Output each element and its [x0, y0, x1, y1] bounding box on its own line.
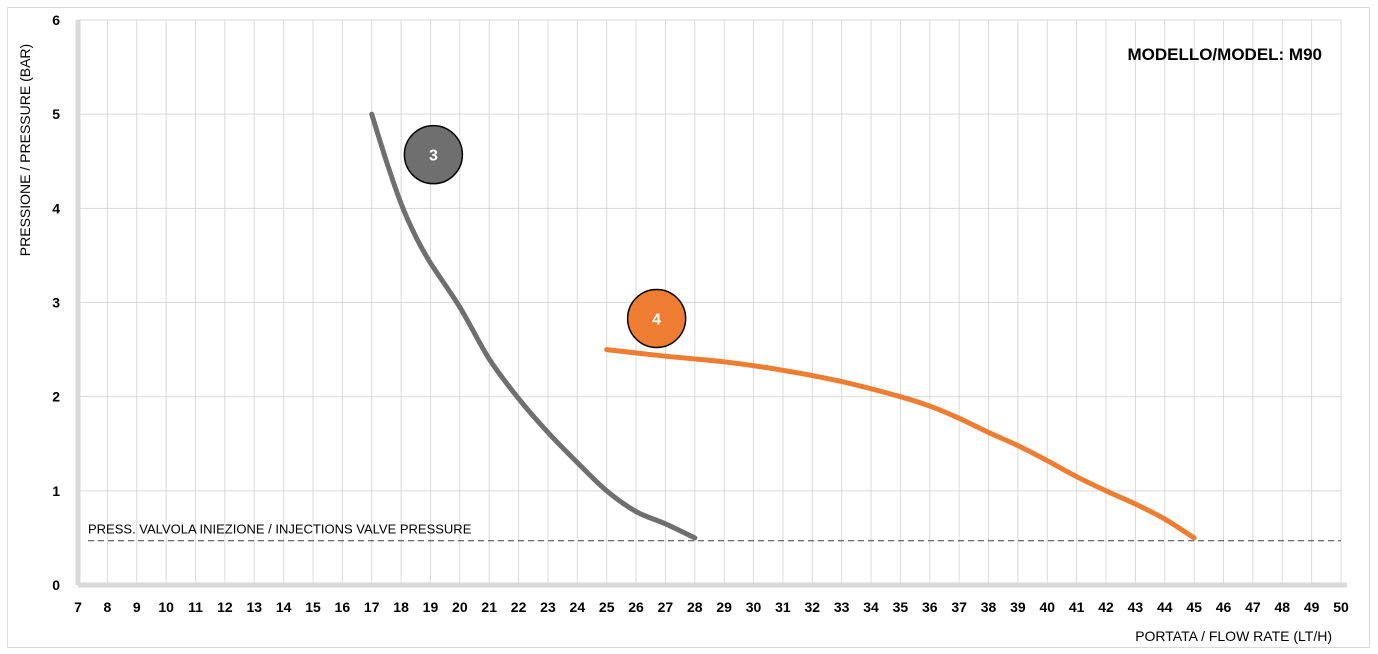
x-tick-37: 37 — [951, 599, 967, 615]
chart-border — [7, 7, 1370, 648]
x-tick-13: 13 — [246, 599, 262, 615]
x-tick-49: 49 — [1304, 599, 1320, 615]
y-tick-5: 5 — [52, 106, 60, 122]
y-tick-6: 6 — [52, 12, 60, 28]
x-tick-44: 44 — [1157, 599, 1173, 615]
x-tick-39: 39 — [1010, 599, 1026, 615]
x-tick-36: 36 — [922, 599, 938, 615]
x-tick-11: 11 — [188, 599, 203, 615]
x-tick-14: 14 — [276, 599, 292, 615]
x-tick-42: 42 — [1098, 599, 1114, 615]
x-tick-23: 23 — [540, 599, 556, 615]
series-badge-label-3: 3 — [429, 148, 438, 165]
x-tick-25: 25 — [599, 599, 615, 615]
x-axis-title: PORTATA / FLOW RATE (LT/H) — [1135, 628, 1332, 644]
x-tick-16: 16 — [335, 599, 351, 615]
x-tick-29: 29 — [716, 599, 732, 615]
x-tick-27: 27 — [658, 599, 674, 615]
series-badges: 34 — [403, 124, 687, 349]
x-tick-9: 9 — [133, 599, 141, 615]
x-tick-26: 26 — [628, 599, 644, 615]
x-tick-10: 10 — [158, 599, 174, 615]
x-tick-33: 33 — [834, 599, 850, 615]
x-tick-30: 30 — [746, 599, 762, 615]
x-tick-19: 19 — [423, 599, 439, 615]
x-tick-31: 31 — [775, 599, 791, 615]
x-tick-45: 45 — [1186, 599, 1202, 615]
x-tick-21: 21 — [481, 599, 497, 615]
y-tick-1: 1 — [52, 483, 60, 499]
x-tick-24: 24 — [570, 599, 586, 615]
series-line-3 — [369, 111, 698, 541]
x-tick-32: 32 — [805, 599, 821, 615]
x-tick-8: 8 — [103, 599, 111, 615]
x-tick-43: 43 — [1128, 599, 1144, 615]
x-tick-labels: 7 8 9 10 11 12 13 14 15 16 17 18 19 20 21 22 23 24 25 26 27 2… — [74, 599, 1349, 615]
series-badge-label-4: 4 — [652, 312, 661, 329]
y-axis-title: PRESSIONE / PRESSURE (BAR) — [17, 44, 33, 256]
y-tick-4: 4 — [52, 200, 60, 216]
model-label: MODELLO/MODEL: M90 — [1127, 45, 1322, 64]
x-tick-12: 12 — [217, 599, 233, 615]
y-tick-3: 3 — [52, 295, 60, 311]
x-tick-17: 17 — [364, 599, 380, 615]
y-tick-0: 0 — [52, 577, 60, 593]
x-tick-47: 47 — [1245, 599, 1261, 615]
y-tick-labels: 0 1 2 3 4 5 6 — [52, 12, 60, 593]
x-tick-40: 40 — [1039, 599, 1055, 615]
reference-line-group: PRESS. VALVOLA INIEZIONE / INJECTIONS VA… — [88, 522, 1341, 542]
series-line-4 — [604, 347, 1197, 541]
x-tick-28: 28 — [687, 599, 703, 615]
y-tick-2: 2 — [52, 389, 60, 405]
injection-valve-pressure-label: PRESS. VALVOLA INIEZIONE / INJECTIONS VA… — [88, 522, 472, 537]
gridlines — [77, 19, 1342, 585]
series-badge-4 — [626, 288, 687, 349]
x-tick-41: 41 — [1069, 599, 1085, 615]
x-tick-38: 38 — [981, 599, 997, 615]
x-tick-35: 35 — [893, 599, 909, 615]
x-tick-50: 50 — [1333, 599, 1349, 615]
series-badge-3 — [403, 124, 464, 185]
axes — [75, 20, 1347, 588]
x-tick-20: 20 — [452, 599, 468, 615]
x-tick-22: 22 — [511, 599, 527, 615]
x-tick-15: 15 — [305, 599, 321, 615]
x-tick-34: 34 — [863, 599, 879, 615]
x-tick-18: 18 — [393, 599, 409, 615]
x-tick-48: 48 — [1274, 599, 1290, 615]
x-tick-7: 7 — [74, 599, 82, 615]
x-tick-46: 46 — [1216, 599, 1232, 615]
series-lines — [369, 111, 1197, 541]
